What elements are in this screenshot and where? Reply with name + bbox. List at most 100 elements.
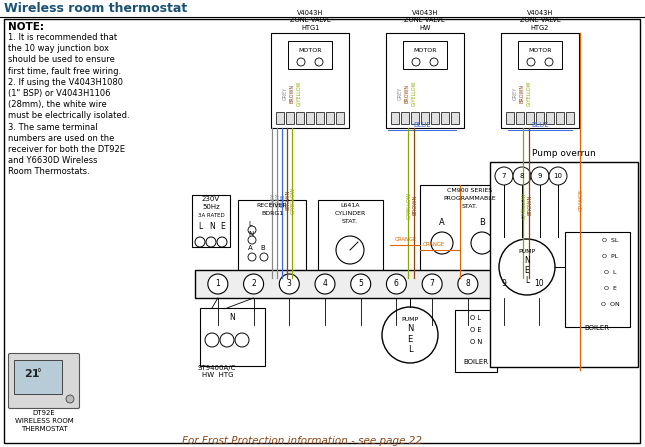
Text: BLUE: BLUE: [281, 193, 286, 207]
Text: G/YELLOW: G/YELLOW: [526, 80, 531, 106]
Text: MOTOR: MOTOR: [413, 47, 437, 52]
Text: GREY: GREY: [283, 86, 288, 100]
Circle shape: [208, 274, 228, 294]
Text: E: E: [524, 266, 530, 275]
Circle shape: [549, 167, 567, 185]
Bar: [386, 33, 464, 128]
Bar: [411, 112, 419, 124]
Bar: [271, 33, 349, 128]
Bar: [316, 112, 324, 124]
Text: GREY: GREY: [270, 193, 275, 207]
Text: receiver for both the DT92E: receiver for both the DT92E: [8, 145, 125, 154]
FancyBboxPatch shape: [8, 354, 79, 409]
Bar: [506, 112, 514, 124]
Text: B: B: [479, 218, 485, 227]
Text: N: N: [524, 256, 530, 265]
Text: A: A: [248, 245, 253, 251]
Bar: [318, 200, 383, 272]
Bar: [501, 33, 579, 128]
Bar: [565, 232, 630, 327]
Text: BROWN: BROWN: [290, 84, 295, 102]
Text: HW  HTG: HW HTG: [202, 372, 233, 378]
Text: N: N: [209, 222, 215, 231]
Bar: [566, 112, 574, 124]
Text: and Y6630D Wireless: and Y6630D Wireless: [8, 156, 97, 165]
Text: 4: 4: [322, 279, 328, 288]
Text: ORANGE: ORANGE: [423, 242, 445, 247]
Text: BOILER: BOILER: [584, 325, 610, 331]
Text: PUMP: PUMP: [401, 317, 419, 322]
Text: BOILER: BOILER: [464, 359, 488, 365]
Bar: [326, 112, 334, 124]
Text: °: °: [36, 368, 41, 378]
Circle shape: [205, 333, 219, 347]
Text: STAT.: STAT.: [462, 204, 478, 209]
Text: G/YELLOW: G/YELLOW: [297, 80, 301, 106]
Text: BROWN: BROWN: [519, 84, 524, 102]
Text: O  PL: O PL: [602, 254, 618, 259]
Text: the 10 way junction box: the 10 way junction box: [8, 44, 109, 53]
Circle shape: [220, 333, 234, 347]
Bar: [238, 200, 306, 272]
Text: 1. It is recommended that: 1. It is recommended that: [8, 33, 117, 42]
Bar: [441, 112, 449, 124]
Text: MOTOR: MOTOR: [298, 47, 322, 52]
Text: B: B: [260, 245, 264, 251]
Text: L: L: [525, 276, 529, 285]
Bar: [556, 112, 564, 124]
Text: must be electrically isolated.: must be electrically isolated.: [8, 111, 130, 120]
Circle shape: [195, 237, 205, 247]
Text: ORANGE: ORANGE: [395, 237, 417, 242]
Text: NOTE:: NOTE:: [8, 22, 44, 32]
Text: E: E: [408, 335, 413, 344]
Circle shape: [217, 237, 227, 247]
Text: Pump overrun: Pump overrun: [532, 149, 596, 158]
Circle shape: [499, 239, 555, 295]
Text: CYLINDER: CYLINDER: [334, 211, 366, 216]
Text: N: N: [229, 313, 235, 322]
Text: 6: 6: [394, 279, 399, 288]
Circle shape: [513, 167, 531, 185]
Text: V4043H
ZONE VALVE
HW: V4043H ZONE VALVE HW: [404, 10, 446, 31]
Bar: [192, 195, 230, 247]
Bar: [288, 41, 332, 69]
Text: BLUE: BLUE: [531, 122, 549, 128]
Text: 9: 9: [538, 173, 542, 179]
Text: 3A RATED: 3A RATED: [197, 213, 224, 218]
Text: GREY: GREY: [513, 86, 517, 100]
Text: BROWN: BROWN: [413, 195, 417, 215]
Circle shape: [431, 232, 453, 254]
Text: GREY: GREY: [397, 86, 402, 100]
Text: A: A: [439, 218, 445, 227]
Text: ORANGE: ORANGE: [579, 189, 584, 211]
Text: MOTOR: MOTOR: [528, 47, 551, 52]
Bar: [516, 112, 524, 124]
Text: O L: O L: [470, 315, 482, 321]
Text: L: L: [198, 222, 203, 231]
Text: 50Hz: 50Hz: [202, 204, 220, 210]
Text: 21: 21: [24, 369, 39, 379]
Circle shape: [260, 253, 268, 261]
Text: (1" BSP) or V4043H1106: (1" BSP) or V4043H1106: [8, 89, 110, 98]
Text: BROWN: BROWN: [528, 195, 533, 215]
Circle shape: [66, 395, 74, 403]
Bar: [401, 112, 409, 124]
Text: N: N: [407, 324, 413, 333]
Text: BDRG1: BDRG1: [261, 211, 283, 216]
Text: BROWN: BROWN: [286, 190, 290, 210]
Text: 8: 8: [466, 279, 470, 288]
Bar: [306, 112, 314, 124]
Bar: [296, 112, 304, 124]
Circle shape: [279, 274, 299, 294]
Circle shape: [315, 274, 335, 294]
Bar: [420, 185, 520, 273]
Circle shape: [493, 274, 513, 294]
Text: first time, fault free wiring.: first time, fault free wiring.: [8, 67, 121, 76]
Text: GREY: GREY: [275, 193, 281, 207]
Text: L: L: [248, 221, 252, 227]
Text: 10: 10: [535, 279, 544, 288]
Text: G/YELLOW: G/YELLOW: [412, 80, 417, 106]
Text: 1: 1: [215, 279, 220, 288]
Circle shape: [248, 236, 256, 244]
Circle shape: [545, 58, 553, 66]
